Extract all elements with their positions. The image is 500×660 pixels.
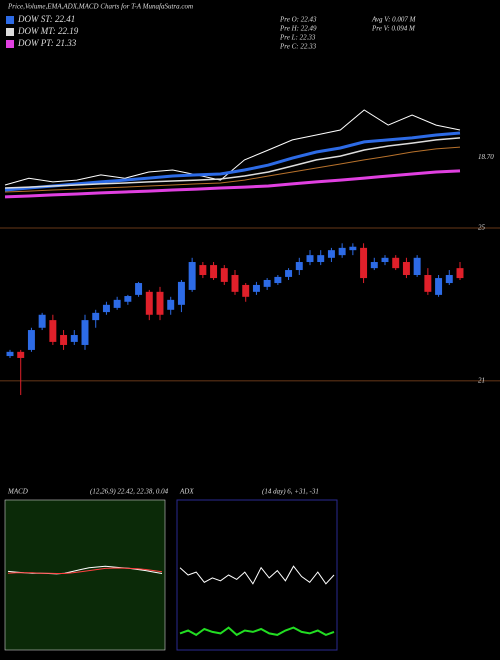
candle-body — [252, 284, 260, 292]
y-tick-label: 21 — [478, 376, 485, 384]
legend-swatch — [6, 16, 14, 24]
legend-label: DOW ST: 22.41 — [17, 14, 75, 24]
candle-body — [360, 247, 368, 279]
legend-swatch — [6, 28, 14, 36]
candle-body — [317, 255, 325, 263]
panel-title: ADX — [179, 488, 194, 496]
candle-body — [60, 335, 68, 345]
candle-body — [81, 320, 89, 345]
stat: Pre O: 22.43 — [279, 16, 317, 24]
y-tick-label: 25 — [478, 224, 486, 232]
candle-body — [338, 247, 346, 256]
stat: Pre L: 22.33 — [279, 34, 316, 42]
panel-subtitle: (12,26,9) 22.42, 22.38, 0.04 — [90, 488, 169, 496]
candle-body — [145, 291, 153, 315]
candle-body — [327, 250, 335, 258]
series-line — [179, 565, 335, 585]
legend-label: DOW PT: 21.33 — [17, 38, 77, 48]
y-tick-label: 18.70 — [478, 153, 494, 161]
candle-body — [402, 262, 410, 276]
candle-body — [210, 265, 218, 279]
candle-body — [17, 351, 25, 358]
candle-body — [113, 299, 121, 308]
candle-body — [27, 330, 35, 350]
series-line — [4, 137, 461, 189]
candle-body — [102, 304, 110, 313]
candle-body — [188, 262, 196, 290]
stat: Pre H: 22.49 — [279, 25, 317, 33]
candle-body — [167, 299, 175, 310]
candle-body — [199, 265, 207, 276]
candle-body — [38, 314, 46, 328]
candle-body — [306, 255, 314, 263]
candle-body — [156, 291, 164, 315]
legend-label: DOW MT: 22.19 — [17, 26, 79, 36]
candle-body — [349, 246, 357, 251]
stat: Pre V: 0.094 M — [371, 25, 416, 33]
candle-body — [456, 268, 464, 279]
candle-body — [92, 312, 100, 321]
candle-body — [370, 262, 378, 269]
candle-body — [445, 275, 453, 284]
candle-body — [435, 278, 443, 295]
candle-body — [424, 275, 432, 292]
candle-body — [274, 276, 282, 284]
series-line — [4, 146, 461, 193]
series-line — [4, 169, 461, 199]
candle-body — [177, 281, 185, 305]
stat: Pre C: 22.33 — [279, 43, 317, 51]
candle-body — [70, 335, 78, 342]
candle-body — [392, 257, 400, 269]
page-title: Price,Volume,EMA,ADX,MACD Charts for T-A… — [7, 3, 193, 11]
series-line — [7, 567, 163, 574]
candle-body — [135, 283, 143, 295]
candle-body — [49, 320, 57, 342]
panel-title: MACD — [7, 488, 28, 496]
series-line — [4, 131, 461, 192]
candle-body — [242, 284, 250, 297]
candle-body — [231, 275, 239, 292]
series-line — [4, 109, 461, 186]
candle-body — [381, 257, 389, 263]
stat: Avg V: 0.007 M — [371, 16, 417, 24]
panel-subtitle: (14 day) 6, +31, -31 — [262, 488, 319, 496]
candle-body — [263, 279, 271, 287]
candle-body — [220, 268, 228, 282]
candle-body — [413, 257, 421, 276]
candle-body — [6, 351, 14, 357]
candle-body — [285, 270, 293, 277]
candle-body — [295, 262, 303, 271]
legend-swatch — [6, 40, 14, 48]
candle-body — [124, 296, 132, 302]
series-line — [179, 626, 335, 637]
macd-panel — [4, 499, 166, 651]
